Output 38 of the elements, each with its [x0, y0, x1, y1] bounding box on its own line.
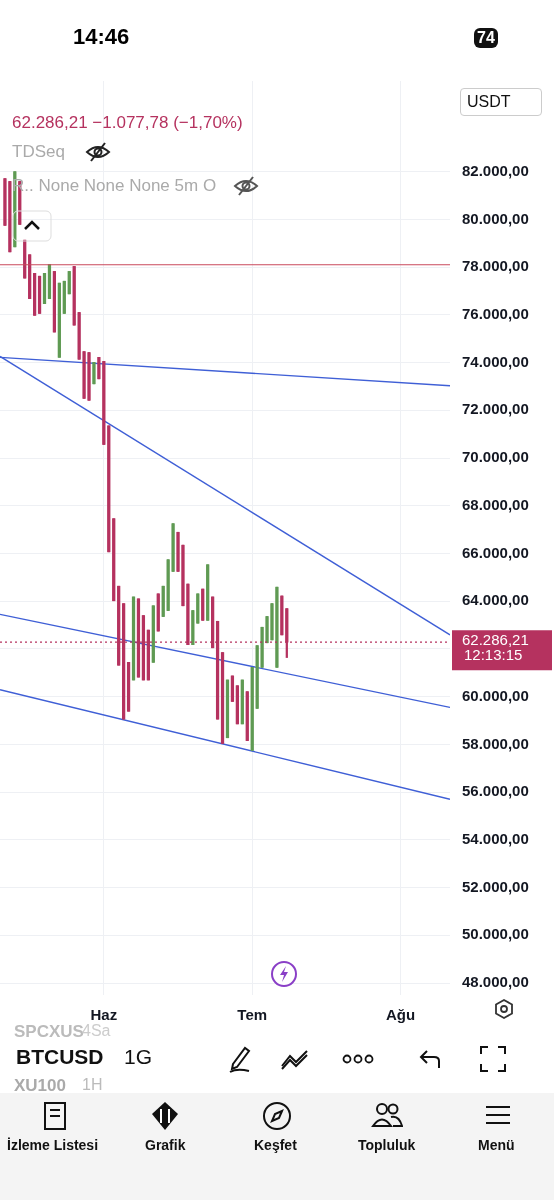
text: 74 [474, 28, 498, 48]
y-tick-label: 48.000,00 [462, 973, 529, 991]
y-tick-label: 56.000,00 [462, 782, 529, 800]
x-tick-label: Tem [237, 1006, 268, 1024]
y-tick-label: 58.000,00 [462, 734, 529, 752]
text: Topluluk [358, 1137, 416, 1153]
text: Keşfet [254, 1137, 297, 1153]
text: 12:13:15 [464, 646, 523, 663]
y-tick-label: 54.000,00 [462, 830, 529, 848]
y-tick-label: 80.000,00 [462, 209, 529, 227]
x-tick-label: Ağu [385, 1006, 416, 1024]
y-tick-label: 74.000,00 [462, 352, 529, 370]
y-tick-label: 82.000,00 [462, 161, 529, 179]
text: Menü [478, 1137, 515, 1153]
text: SPCXUS [14, 1022, 84, 1042]
y-tick-label: 78.000,00 [462, 257, 529, 275]
text: XU100 [14, 1076, 66, 1096]
text: İzleme Listesi [7, 1137, 99, 1153]
text: 4Sa [82, 1022, 111, 1040]
y-tick-label: 68.000,00 [462, 495, 529, 513]
y-tick-label: 76.000,00 [462, 305, 529, 323]
y-tick-label: 70.000,00 [462, 448, 529, 466]
text: 14:46 [73, 24, 130, 50]
text: Grafik [145, 1137, 186, 1153]
y-tick-label: 50.000,00 [462, 925, 529, 943]
y-tick-label: 60.000,00 [462, 686, 529, 704]
annotation: TDSeq [12, 142, 65, 162]
text: USDT [460, 88, 542, 116]
text: 1G [124, 1045, 153, 1069]
y-tick-label: 64.000,00 [462, 591, 529, 609]
y-tick-label: 52.000,00 [462, 877, 529, 895]
text: 1H [82, 1076, 103, 1094]
y-tick-label: 72.000,00 [462, 400, 529, 418]
x-tick-label: Haz [90, 1006, 118, 1024]
y-tick-label: 66.000,00 [462, 543, 529, 561]
annotation: 62.286,21 −1.077,78 (−1,70%) [12, 113, 243, 133]
ref-line-label: 62.286,21 [462, 631, 529, 649]
text: BTCUSD [16, 1045, 104, 1069]
